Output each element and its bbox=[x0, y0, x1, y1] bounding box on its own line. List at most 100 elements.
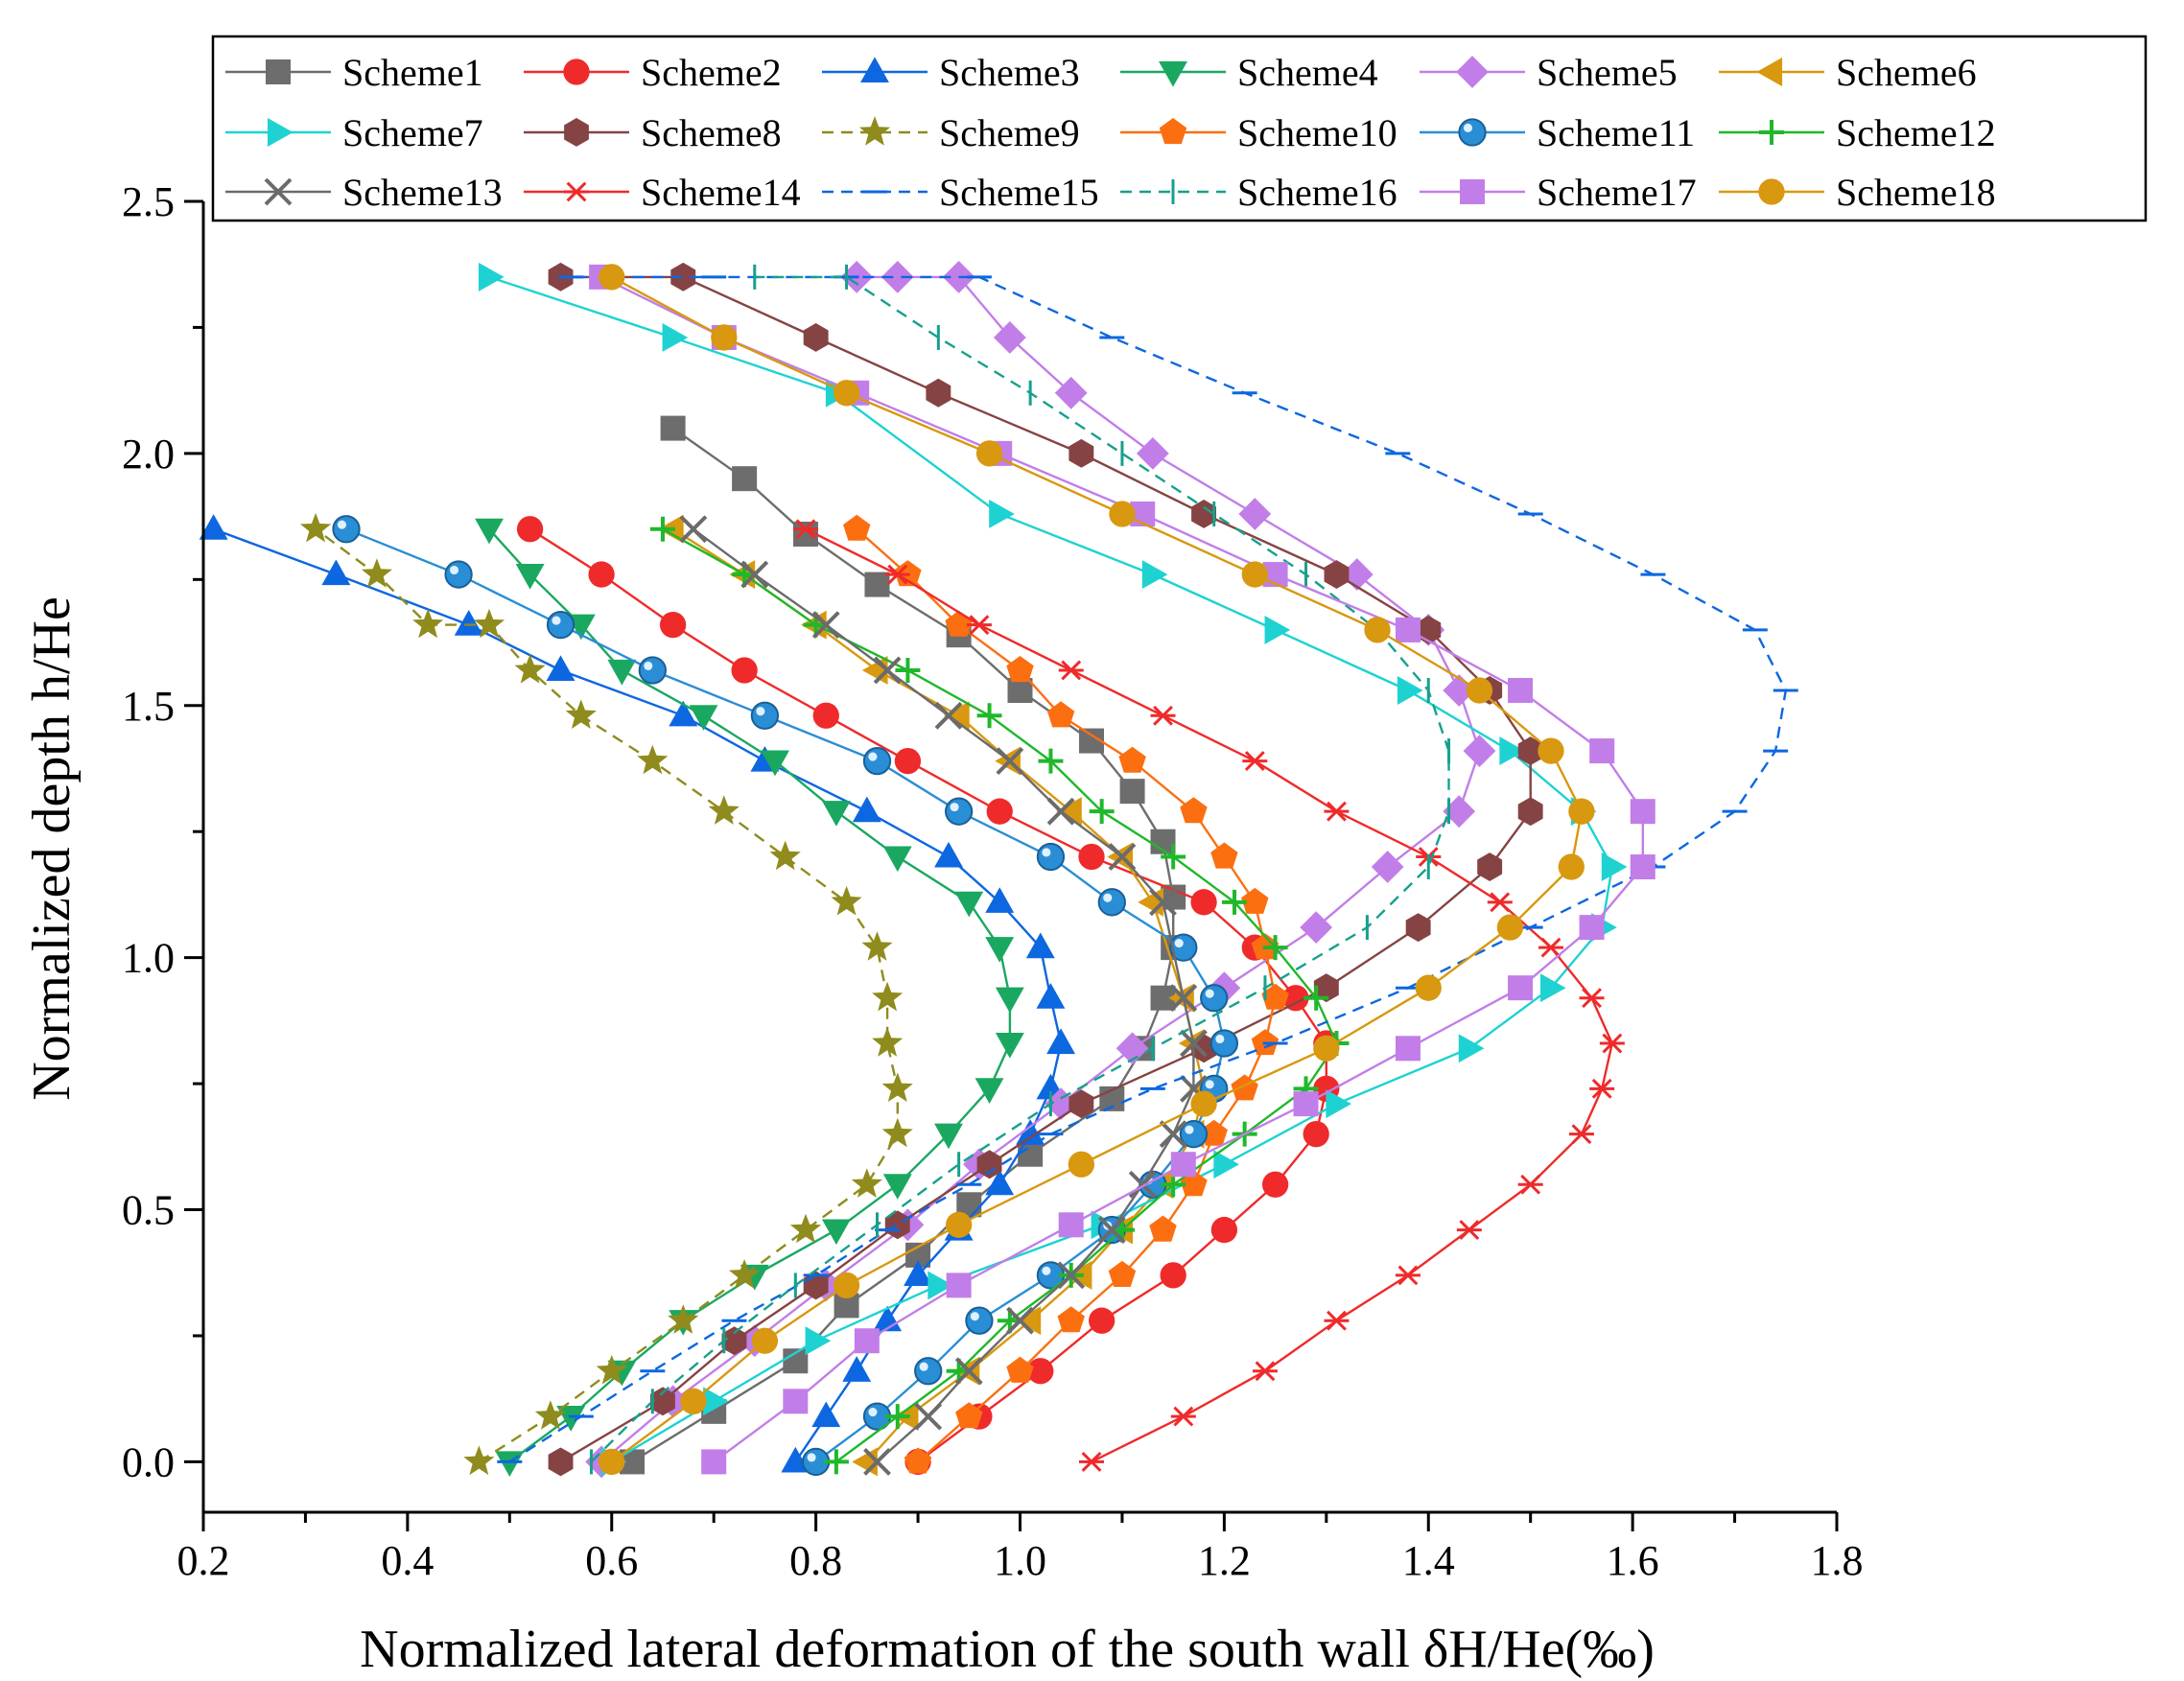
series-scheme7 bbox=[478, 262, 1628, 1477]
legend-marker bbox=[1458, 118, 1487, 147]
data-point bbox=[670, 262, 696, 292]
data-point bbox=[1209, 1029, 1239, 1058]
data-point bbox=[1210, 842, 1238, 869]
data-point bbox=[1046, 701, 1075, 728]
data-point bbox=[1241, 887, 1269, 914]
series-line bbox=[213, 527, 1063, 1463]
data-point bbox=[1456, 1220, 1482, 1240]
data-point bbox=[945, 1211, 973, 1238]
legend-item-scheme1: Scheme1 bbox=[225, 51, 483, 94]
data-point bbox=[1395, 1036, 1421, 1062]
data-point bbox=[454, 610, 483, 636]
series-scheme17 bbox=[589, 264, 1656, 1475]
data-point bbox=[1027, 1358, 1054, 1385]
data-point bbox=[1579, 915, 1605, 941]
series-scheme13 bbox=[679, 515, 1208, 1476]
data-point bbox=[1579, 988, 1605, 1009]
data-point bbox=[934, 701, 963, 730]
legend-item-scheme8: Scheme8 bbox=[524, 111, 782, 154]
y-axis-title: Normalized depth h/He bbox=[22, 596, 82, 1101]
data-point bbox=[946, 1272, 972, 1298]
data-point bbox=[495, 1451, 525, 1478]
legend-item-scheme15: Scheme15 bbox=[822, 171, 1099, 214]
legend-marker bbox=[564, 118, 589, 147]
data-point bbox=[300, 512, 332, 543]
data-point bbox=[1262, 935, 1288, 961]
legend-marker bbox=[564, 181, 589, 202]
data-point bbox=[1149, 1215, 1177, 1242]
data-point bbox=[474, 608, 505, 639]
data-point bbox=[914, 1402, 943, 1431]
y-tick-label: 1.5 bbox=[122, 683, 175, 730]
data-point bbox=[1568, 1124, 1594, 1145]
data-point bbox=[534, 1400, 566, 1430]
data-point bbox=[1200, 1119, 1228, 1146]
data-point bbox=[1119, 779, 1145, 805]
data-point bbox=[895, 657, 921, 683]
legend-item-scheme7: Scheme7 bbox=[225, 111, 483, 154]
data-point bbox=[1326, 1089, 1352, 1119]
data-point bbox=[599, 1448, 625, 1476]
data-point bbox=[689, 705, 718, 731]
data-point bbox=[1568, 798, 1595, 825]
data-point bbox=[821, 801, 851, 827]
data-point bbox=[660, 415, 686, 441]
data-point bbox=[1058, 660, 1084, 681]
data-point bbox=[873, 656, 902, 685]
data-point bbox=[789, 1213, 822, 1244]
data-point bbox=[1242, 751, 1268, 772]
data-point bbox=[721, 1326, 747, 1356]
data-point bbox=[1136, 436, 1169, 470]
data-point bbox=[1538, 937, 1563, 958]
data-point bbox=[894, 747, 922, 775]
data-point bbox=[1303, 1121, 1329, 1148]
data-point bbox=[1282, 985, 1309, 1012]
data-point bbox=[812, 702, 839, 729]
legend-label: Scheme5 bbox=[1537, 51, 1678, 94]
data-point bbox=[1108, 843, 1137, 871]
data-point-highlight bbox=[337, 520, 347, 529]
data-point bbox=[1589, 1078, 1615, 1099]
data-point bbox=[1191, 500, 1216, 528]
data-point bbox=[650, 1387, 675, 1416]
data-point bbox=[1589, 738, 1615, 764]
data-point bbox=[1056, 797, 1082, 827]
data-point bbox=[750, 701, 780, 730]
legend-marker bbox=[264, 177, 293, 206]
data-point bbox=[199, 514, 228, 540]
data-point bbox=[1601, 852, 1628, 881]
data-point bbox=[811, 611, 840, 640]
data-point bbox=[607, 659, 637, 686]
data-point bbox=[1264, 615, 1291, 644]
data-point bbox=[1443, 674, 1476, 707]
data-point bbox=[864, 572, 890, 597]
legend-item-scheme6: Scheme6 bbox=[1719, 51, 1977, 94]
data-point bbox=[934, 1123, 963, 1150]
data-point bbox=[1079, 1451, 1105, 1472]
legend-label: Scheme16 bbox=[1237, 171, 1397, 214]
data-point bbox=[1231, 1074, 1258, 1101]
data-point bbox=[1487, 892, 1513, 913]
data-point bbox=[955, 1402, 983, 1429]
data-point bbox=[1015, 1306, 1042, 1336]
data-point bbox=[1508, 677, 1534, 703]
data-point bbox=[996, 747, 1024, 776]
data-point bbox=[1170, 1406, 1196, 1427]
data-point bbox=[881, 1072, 913, 1102]
data-point bbox=[659, 611, 687, 639]
data-point bbox=[803, 323, 829, 352]
data-point bbox=[954, 891, 984, 918]
legend-label: Scheme1 bbox=[342, 51, 483, 94]
data-point bbox=[882, 846, 912, 873]
data-point bbox=[1038, 748, 1064, 774]
legend-item-scheme10: Scheme10 bbox=[1120, 111, 1397, 154]
axis-frame bbox=[201, 201, 1837, 1514]
data-point bbox=[1190, 889, 1217, 916]
data-point bbox=[1313, 1035, 1340, 1062]
data-point bbox=[1538, 737, 1564, 764]
data-point bbox=[1118, 746, 1146, 773]
data-point bbox=[1190, 1090, 1217, 1117]
data-point bbox=[732, 466, 758, 492]
data-point bbox=[821, 1219, 851, 1246]
data-point bbox=[1036, 983, 1066, 1009]
